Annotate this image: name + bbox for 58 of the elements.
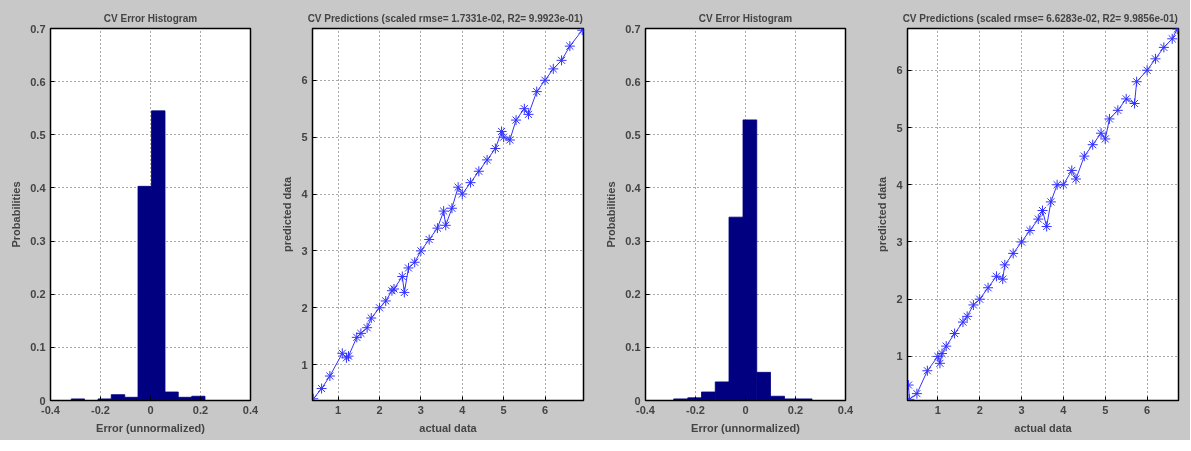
- y-tick-label: 6: [301, 74, 308, 87]
- y-tick-label: 3: [896, 235, 903, 248]
- x-tick-label: 1: [934, 403, 941, 416]
- y-tick-label: 0.4: [30, 181, 47, 194]
- y-tick-label: 0.4: [625, 181, 642, 194]
- x-tick-label: 5: [1102, 403, 1109, 416]
- y-tick-label: 0.5: [30, 128, 46, 141]
- x-tick-label: 0: [147, 403, 154, 416]
- x-tick-label: 6: [1144, 403, 1151, 416]
- x-tick-label: 0.2: [787, 403, 804, 416]
- y-tick-label: 0.7: [625, 22, 641, 35]
- y-tick-label: 2: [301, 301, 308, 314]
- y-tick-label: 4: [301, 188, 309, 201]
- y-tick-label: 0.6: [30, 75, 46, 88]
- x-tick-label: 1: [335, 403, 342, 416]
- y-axis-title: Probabilities: [10, 181, 23, 248]
- y-axis-title: predicted data: [876, 176, 889, 253]
- y-tick-label: 3: [301, 244, 308, 257]
- y-tick-label: 0.1: [625, 341, 641, 354]
- x-tick-label: 0.4: [242, 403, 260, 416]
- x-tick-label: 0: [742, 403, 749, 416]
- chart-title: CV Predictions (scaled rmse= 6.6283e-02, R2= 9.9856e-01): [902, 12, 1178, 24]
- x-tick-label: -0.2: [686, 403, 705, 416]
- y-tick-label: 6: [896, 64, 903, 77]
- y-tick-label: 0.3: [625, 235, 641, 248]
- chart-title: CV Error Histogram: [698, 12, 793, 24]
- y-tick-label: 4: [896, 178, 904, 191]
- x-tick-label: 0.4: [837, 403, 855, 416]
- y-tick-label: 0.2: [625, 288, 641, 301]
- y-tick-label: 0.3: [30, 235, 46, 248]
- y-tick-label: 0.2: [30, 288, 46, 301]
- x-tick-label: 2: [376, 403, 383, 416]
- y-tick-label: 0.6: [625, 75, 641, 88]
- y-axis-title: Probabilities: [605, 181, 618, 248]
- chart-title: CV Error Histogram: [103, 12, 198, 24]
- y-tick-label: 0.7: [30, 22, 46, 35]
- y-tick-label: 1: [896, 350, 903, 363]
- y-tick-label: 0.5: [625, 128, 641, 141]
- x-axis-title: Error (unnormalized): [691, 421, 801, 434]
- y-tick-label: 5: [301, 131, 308, 144]
- x-tick-label: -0.2: [91, 403, 110, 416]
- x-tick-label: 4: [1060, 403, 1068, 416]
- x-tick-label: 3: [1018, 403, 1025, 416]
- y-tick-label: 2: [896, 293, 903, 306]
- x-tick-label: 4: [459, 403, 467, 416]
- x-tick-label: 2: [976, 403, 983, 416]
- y-tick-label: 0.1: [30, 341, 46, 354]
- x-tick-label: 0.2: [192, 403, 209, 416]
- y-tick-label: 5: [896, 121, 903, 134]
- x-tick-label: 5: [500, 403, 507, 416]
- chart-title: CV Predictions (scaled rmse= 1.7331e-02, R2= 9.9923e-01): [307, 12, 583, 24]
- x-tick-label: 3: [417, 403, 424, 416]
- x-axis-title: actual data: [419, 421, 478, 434]
- x-tick-label: 6: [541, 403, 549, 416]
- x-axis-title: actual data: [1014, 421, 1073, 434]
- y-axis-title: predicted data: [281, 176, 294, 253]
- x-axis-title: Error (unnormalized): [96, 421, 206, 434]
- y-tick-label: 1: [301, 358, 308, 371]
